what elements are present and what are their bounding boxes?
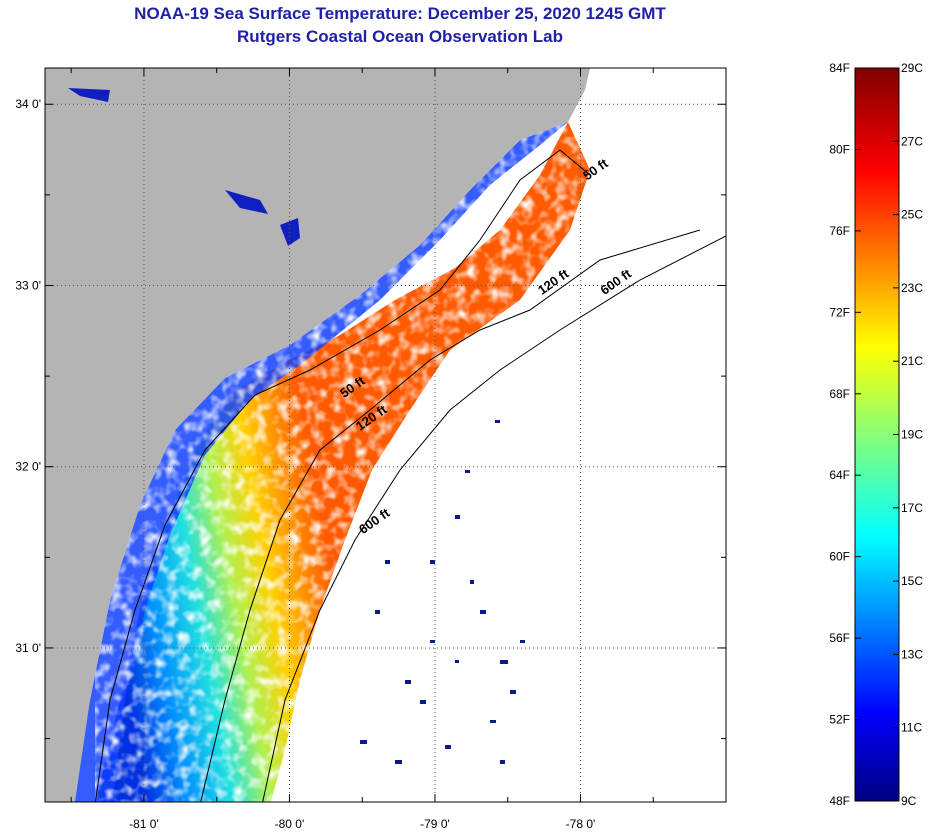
graticule: 34 0' 33 0' 32 0' 31 0' -81 0' -80 0' -79 0' -7… [15,68,726,831]
colorbar-c-label: 9C [901,794,917,808]
map-content [45,68,726,802]
colorbar-c-label: 19C [901,428,923,442]
colorbar-f-label: 48F [829,794,850,808]
colorbar-f-label: 60F [829,550,850,564]
colorbar-f-label: 56F [829,631,850,645]
colorbar-c-label: 17C [901,501,923,515]
colorbar-c-label: 11C [901,721,922,735]
colorbar-c-label: 13C [901,647,923,661]
inland-lake [68,88,110,102]
colorbar-c-label: 23C [901,281,923,295]
colorbar-f-label: 72F [829,305,850,319]
cloud-mask [95,122,590,802]
isobath-600ft [262,235,726,802]
colorbar-f-label: 80F [829,142,850,156]
colorbar-f-label: 52F [829,713,850,727]
isobath-50ft [94,149,591,802]
colorbar-f-label: 84F [829,61,850,75]
colorbar-c-label: 15C [901,574,923,588]
lon-tick-label: -79 0' [420,817,450,831]
lat-tick-label: 34 0' [15,97,41,111]
colorbar-f-label: 76F [829,224,850,238]
map-subtitle: Rutgers Coastal Ocean Observation Lab [237,27,563,46]
land [45,68,590,802]
offshore-scatter [360,420,525,764]
inland-lake [280,218,300,246]
colorbar-c-label: 27C [901,134,923,148]
inland-lake [225,190,268,214]
colorbar [854,67,900,802]
lat-tick-label: 31 0' [15,641,41,655]
lon-tick-label: -81 0' [129,817,159,831]
lat-tick-label: 33 0' [15,278,41,292]
colorbar-c-label: 25C [901,208,923,222]
lon-tick-label: -78 0' [566,817,596,831]
map-title: NOAA-19 Sea Surface Temperature: Decembe… [134,4,666,23]
lon-tick-label: -80 0' [275,817,305,831]
colorbar-f-label: 68F [829,387,850,401]
map-frame [44,67,727,803]
lat-tick-label: 32 0' [15,460,41,474]
colorbar-c-label: 29C [901,61,923,75]
colorbar-f-label: 64F [829,468,850,482]
isobath-120ft [200,229,701,802]
colorbar-labels: 84F 80F 76F 72F 68F 64F 60F 56F 52F 48F 29C 27C 25C 2… [829,61,923,808]
colorbar-c-label: 21C [901,354,923,368]
